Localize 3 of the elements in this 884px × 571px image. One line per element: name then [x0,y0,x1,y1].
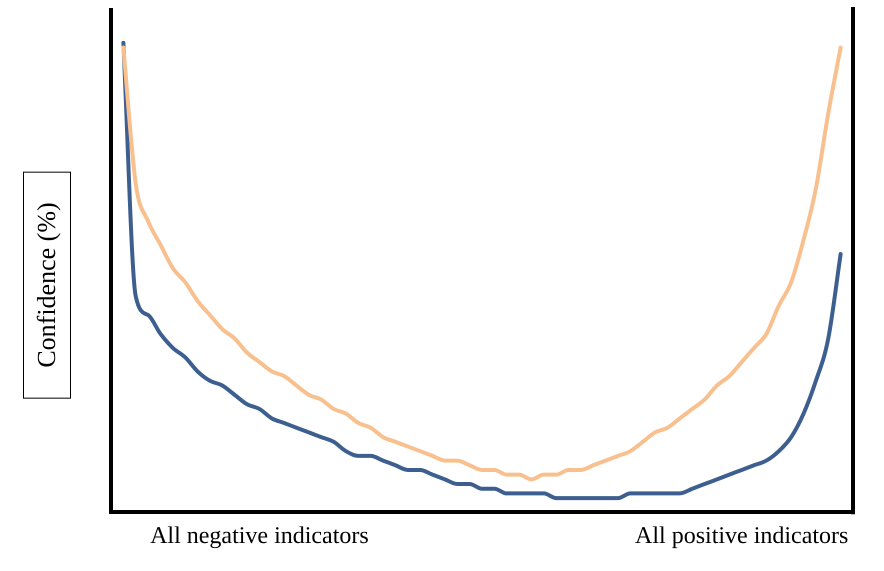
y-axis-title: Confidence (%) [23,171,71,399]
x-tick-label: All positive indicators [635,522,848,549]
x-tick-label: All negative indicators [150,522,369,549]
